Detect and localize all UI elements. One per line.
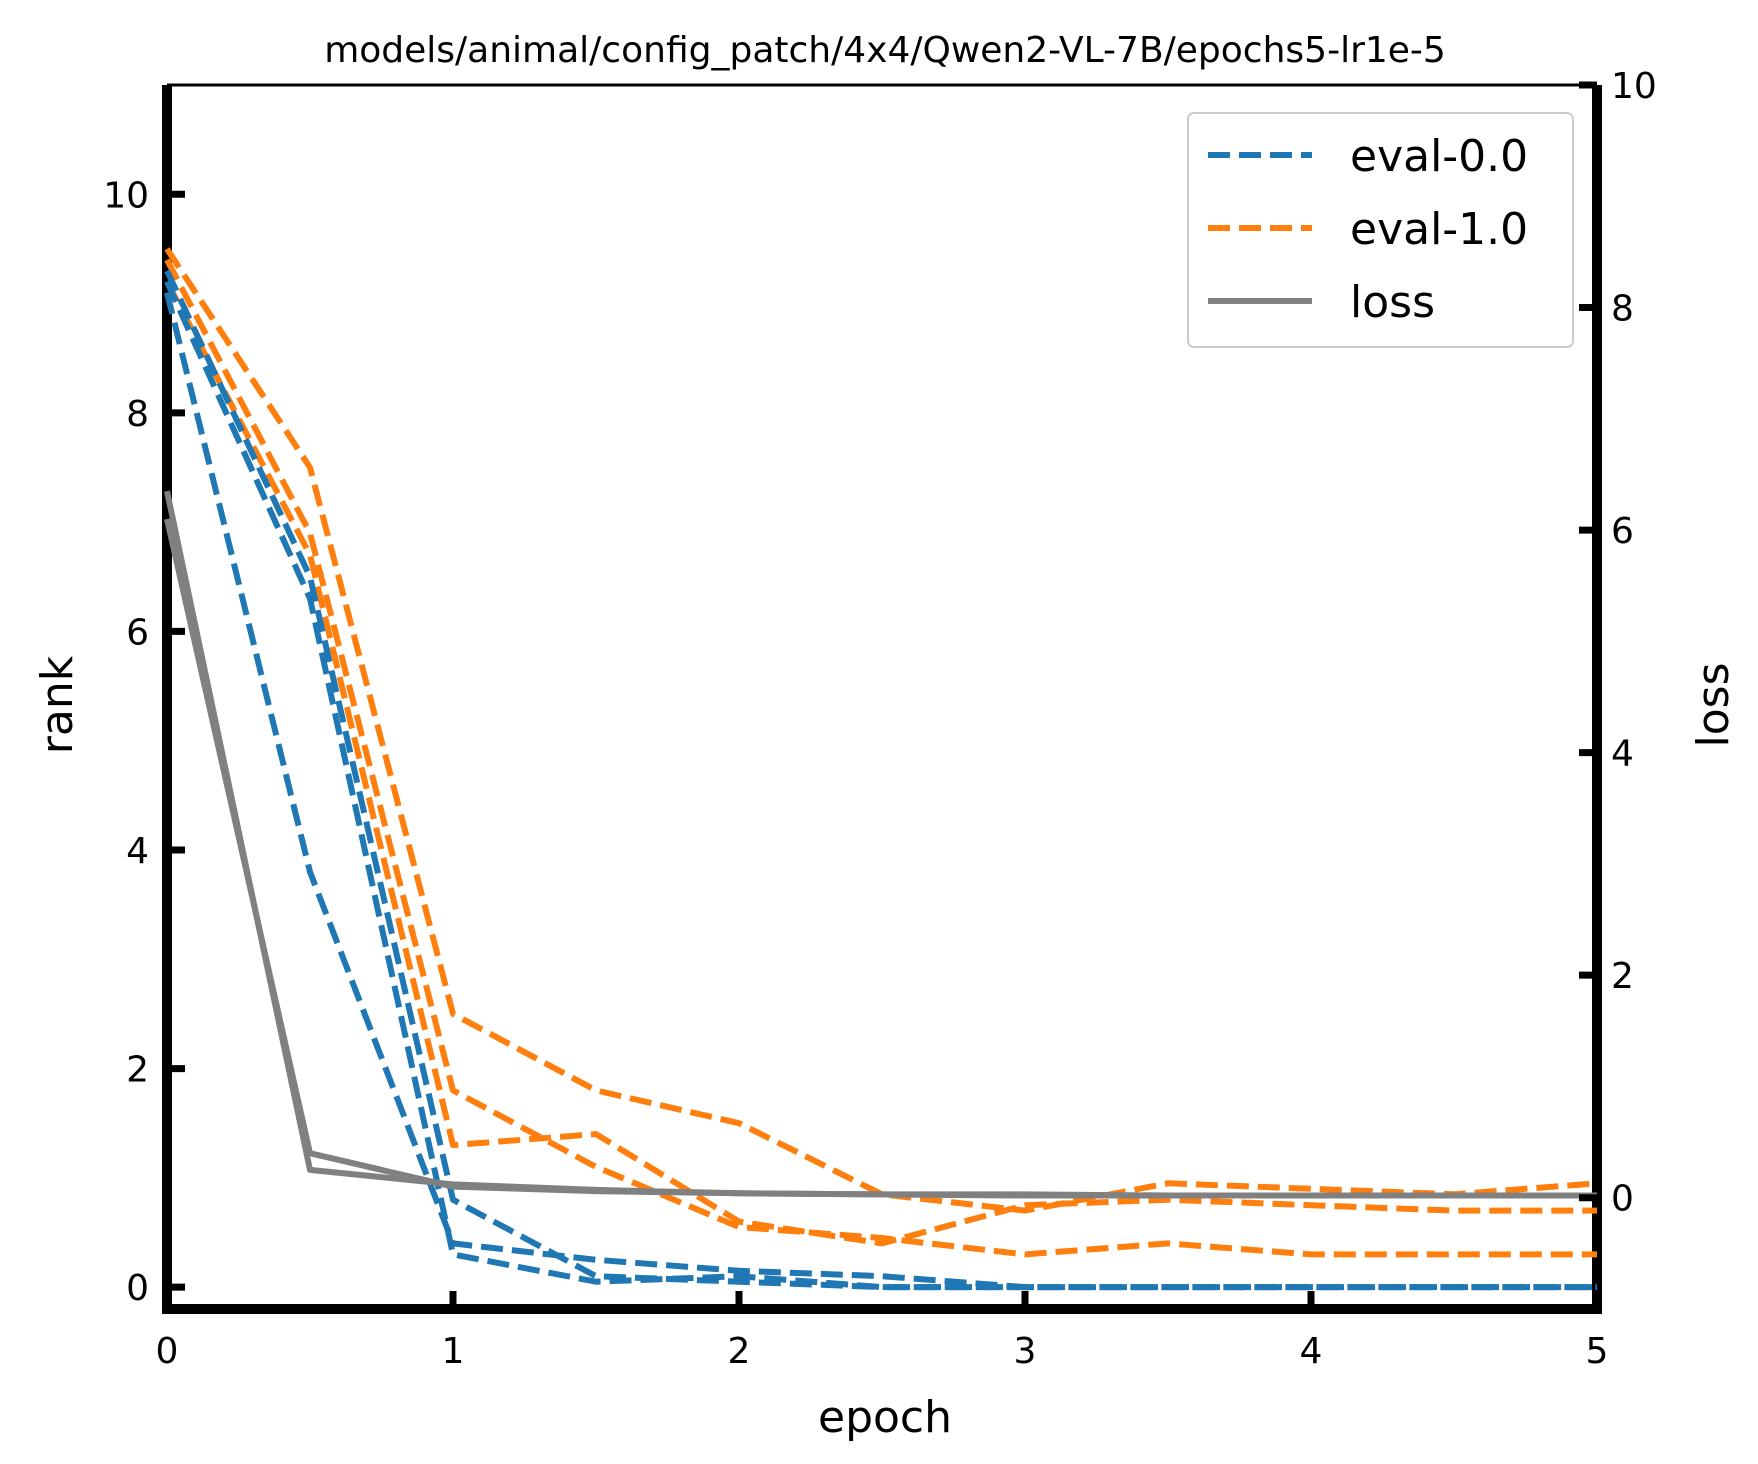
y2-tick-label: 4	[1611, 734, 1634, 775]
y2-tick-label: 8	[1611, 289, 1634, 330]
chart-title: models/animal/config_patch/4x4/Qwen2-VL-…	[324, 30, 1446, 71]
series-line-eval-1.0-4	[164, 258, 1597, 1258]
y-tick-label: 8	[126, 394, 149, 435]
y-tick-label: 6	[126, 612, 149, 653]
legend-label-eval-1.0: eval-1.0	[1350, 204, 1528, 255]
series-line-eval-0.0-2	[164, 280, 1597, 1291]
legend-label-eval-0.0: eval-0.0	[1350, 131, 1528, 182]
legend-label-loss: loss	[1350, 277, 1435, 328]
y-tick-label: 2	[126, 1050, 149, 1091]
ticks-layer: 0 1 2 3 4 5 0 2 4 6 8 10 0 2 4 6 8 10	[103, 66, 1657, 1372]
x-tick-label: 5	[1586, 1331, 1609, 1372]
series-layer	[164, 247, 1598, 1291]
y2-axis-label: loss	[1688, 663, 1739, 748]
y-tick-label: 10	[103, 175, 149, 216]
y2-tick-label: 0	[1611, 1179, 1634, 1220]
legend: eval-0.0 eval-1.0 loss	[1187, 112, 1574, 348]
series-line-eval-1.0-5	[164, 280, 1597, 1247]
y-tick-label: 4	[126, 831, 149, 872]
plot-frame	[162, 83, 1602, 1314]
y2-tick-label: 2	[1611, 956, 1634, 997]
x-tick-label: 0	[156, 1331, 179, 1372]
series-line-eval-1.0-3	[164, 247, 1598, 1214]
x-tick-label: 4	[1300, 1331, 1323, 1372]
x-axis-label: epoch	[818, 1392, 952, 1443]
y-axis-label: rank	[32, 655, 83, 754]
y2-tick-label: 10	[1611, 66, 1657, 107]
x-tick-label: 3	[1014, 1331, 1037, 1372]
x-tick-label: 2	[728, 1331, 751, 1372]
series-line-loss-7	[164, 518, 1597, 1199]
y-tick-label: 0	[126, 1268, 149, 1309]
x-tick-label: 1	[442, 1331, 465, 1372]
legend-box	[1187, 112, 1574, 348]
y2-tick-label: 6	[1611, 511, 1634, 552]
